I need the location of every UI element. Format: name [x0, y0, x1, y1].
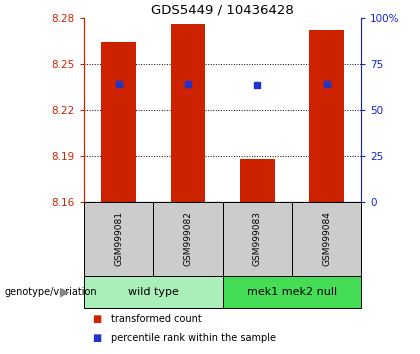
Bar: [171, 24, 205, 202]
Text: mek1 mek2 null: mek1 mek2 null: [247, 287, 337, 297]
Text: transformed count: transformed count: [111, 314, 202, 324]
Bar: [223, 202, 292, 276]
Text: GSM999083: GSM999083: [253, 211, 262, 267]
Text: wild type: wild type: [128, 287, 179, 297]
Text: ▶: ▶: [60, 286, 70, 298]
Bar: [84, 276, 223, 308]
Bar: [101, 42, 136, 202]
Text: genotype/variation: genotype/variation: [4, 287, 97, 297]
Bar: [84, 202, 153, 276]
Text: ■: ■: [92, 314, 102, 324]
Text: GSM999081: GSM999081: [114, 211, 123, 267]
Text: ■: ■: [92, 333, 102, 343]
Bar: [292, 202, 361, 276]
Title: GDS5449 / 10436428: GDS5449 / 10436428: [151, 4, 294, 17]
Text: percentile rank within the sample: percentile rank within the sample: [111, 333, 276, 343]
Bar: [223, 276, 361, 308]
Text: GSM999084: GSM999084: [322, 211, 331, 267]
Bar: [153, 202, 223, 276]
Bar: [240, 159, 275, 202]
Bar: [309, 30, 344, 202]
Text: GSM999082: GSM999082: [184, 211, 192, 267]
